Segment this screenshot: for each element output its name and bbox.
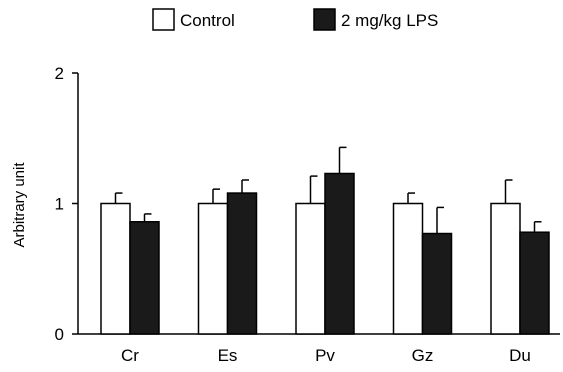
bar-lps-cr xyxy=(129,221,160,335)
y-tick-label: 2 xyxy=(55,64,64,83)
y-tick-label: 1 xyxy=(55,195,64,214)
x-tick-label: Gz xyxy=(412,346,434,365)
bar-control-pv xyxy=(295,202,326,335)
x-tick-label: Du xyxy=(509,346,531,365)
legend-swatch-lps xyxy=(313,8,336,31)
bar-lps-pv xyxy=(324,172,355,335)
y-tick-label: 0 xyxy=(55,325,64,344)
bar-control-gz xyxy=(392,202,424,335)
bar-lps-gz xyxy=(421,232,453,335)
x-tick-label: Pv xyxy=(315,346,335,365)
legend-swatch-control xyxy=(152,8,175,31)
bar-lps-du xyxy=(519,231,550,335)
bar-control-du xyxy=(490,202,521,335)
bar-control-es xyxy=(197,202,229,335)
legend-label-lps: 2 mg/kg LPS xyxy=(341,11,438,30)
bar-lps-es xyxy=(226,192,258,335)
legend-label-control: Control xyxy=(180,11,235,30)
x-tick-label: Cr xyxy=(121,346,139,365)
x-tick-label: Es xyxy=(218,346,238,365)
legend: Control 2 mg/kg LPS xyxy=(152,8,438,31)
y-axis-label: Arbitrary unit xyxy=(11,162,28,248)
bars xyxy=(100,146,550,335)
bar-control-cr xyxy=(100,202,131,335)
